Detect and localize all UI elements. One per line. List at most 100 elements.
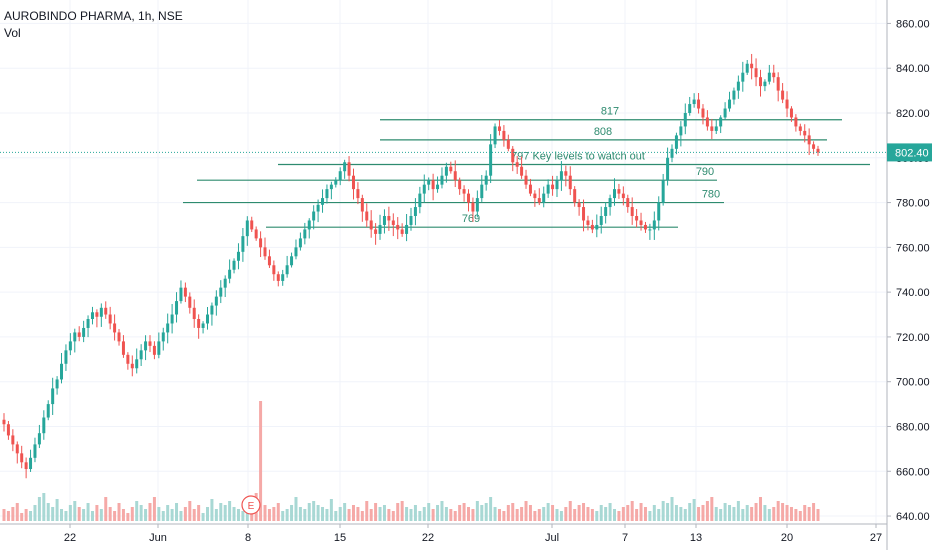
volume-bar: [511, 503, 515, 521]
candle-body: [679, 126, 683, 136]
candle-body: [214, 296, 218, 306]
candle-body: [2, 419, 6, 425]
volume-bar: [573, 509, 577, 521]
volume-bar: [95, 505, 99, 521]
candle-body: [329, 184, 333, 190]
volume-bar: [117, 503, 121, 521]
candle-body: [157, 341, 161, 355]
candle-body: [250, 220, 254, 230]
candle-body: [259, 238, 263, 248]
volume-bar: [108, 507, 112, 521]
volume-bar: [798, 511, 802, 521]
volume-bar: [688, 503, 692, 521]
volume-bar: [528, 505, 532, 521]
volume-bar: [11, 507, 15, 521]
volume-bar: [480, 505, 484, 521]
volume-bar: [785, 505, 789, 521]
volume-bar: [259, 401, 263, 521]
candle-body: [528, 184, 532, 194]
x-tick-label: 27: [870, 532, 882, 544]
volume-bar: [467, 507, 471, 521]
candle-body: [307, 220, 311, 230]
candle-body: [206, 314, 209, 324]
candle-body: [604, 207, 608, 216]
chart-overlay: E: [0, 151, 887, 515]
candle-body: [467, 193, 471, 203]
price-axis[interactable]: 860.00840.00820.00800.00780.00760.00740.…: [886, 0, 932, 550]
candle-body: [334, 180, 338, 185]
volume-bar: [312, 501, 316, 521]
volume-bar: [643, 507, 647, 521]
candle-body: [723, 108, 727, 118]
candle-body: [228, 269, 232, 279]
volume-bar: [15, 503, 19, 521]
candle-body: [785, 99, 789, 109]
candle-body: [520, 166, 524, 176]
volume-bar: [767, 509, 771, 521]
x-tick-label: 7: [622, 532, 628, 544]
candle-body: [37, 433, 41, 445]
level-label: 790: [696, 166, 714, 178]
volume-bar: [347, 509, 351, 521]
candle-body: [453, 171, 457, 181]
volume-bar: [135, 501, 139, 521]
volume-bars: [2, 401, 820, 521]
volume-bar: [144, 509, 148, 521]
candle-body: [697, 99, 701, 109]
volume-bar: [520, 507, 524, 521]
volume-bar: [276, 503, 280, 521]
candle-body: [493, 126, 497, 145]
volume-bar: [590, 509, 594, 521]
candle-body: [20, 453, 24, 463]
volume-bar: [595, 511, 599, 521]
candle-body: [144, 341, 148, 351]
candle-body: [772, 72, 776, 78]
candle-body: [714, 126, 718, 131]
candle-body: [356, 189, 360, 199]
time-axis[interactable]: 22 Jun 8 15 22 Jul 7 13 20 27: [0, 523, 887, 544]
candle-body: [117, 332, 121, 342]
candle-body: [343, 162, 347, 172]
candle-body: [276, 274, 280, 281]
candle-body: [524, 175, 528, 185]
volume-bar: [298, 507, 302, 521]
candle-body: [475, 198, 479, 212]
volume-bar: [621, 507, 625, 521]
volume-bar: [599, 505, 603, 521]
candle-body: [798, 126, 802, 131]
volume-bar: [431, 509, 435, 521]
chart-grid: [0, 0, 886, 524]
volume-bar: [197, 505, 201, 521]
volume-bar: [139, 505, 143, 521]
volume-bar: [816, 509, 820, 521]
candle-body: [303, 229, 307, 239]
candle-body: [812, 144, 816, 149]
candle-body: [113, 323, 117, 333]
volume-bar: [533, 511, 537, 521]
volume-bar: [440, 501, 444, 521]
candle-body: [462, 189, 466, 194]
volume-bar: [396, 503, 400, 521]
volume-bar: [657, 509, 661, 521]
candle-body: [365, 211, 369, 221]
candle-body: [400, 229, 404, 234]
volume-bar: [502, 511, 506, 521]
candle-body: [497, 126, 501, 131]
volume-bar: [360, 511, 364, 521]
candle-body: [396, 224, 400, 230]
candle-body: [351, 175, 355, 190]
candle-body: [254, 229, 258, 239]
volume-bar: [586, 507, 590, 521]
volume-bar: [343, 503, 347, 521]
volume-bar: [121, 509, 125, 521]
volume-bar: [400, 501, 404, 521]
candle-body: [267, 256, 271, 266]
volume-bar: [6, 511, 10, 521]
x-tick-label: Jun: [149, 532, 167, 544]
y-tick-label: 780.00: [896, 198, 930, 210]
volume-bar: [104, 497, 108, 521]
candle-body: [86, 319, 90, 328]
level-label: 797 Key levels to watch out: [511, 151, 645, 163]
volume-bar: [652, 505, 656, 521]
